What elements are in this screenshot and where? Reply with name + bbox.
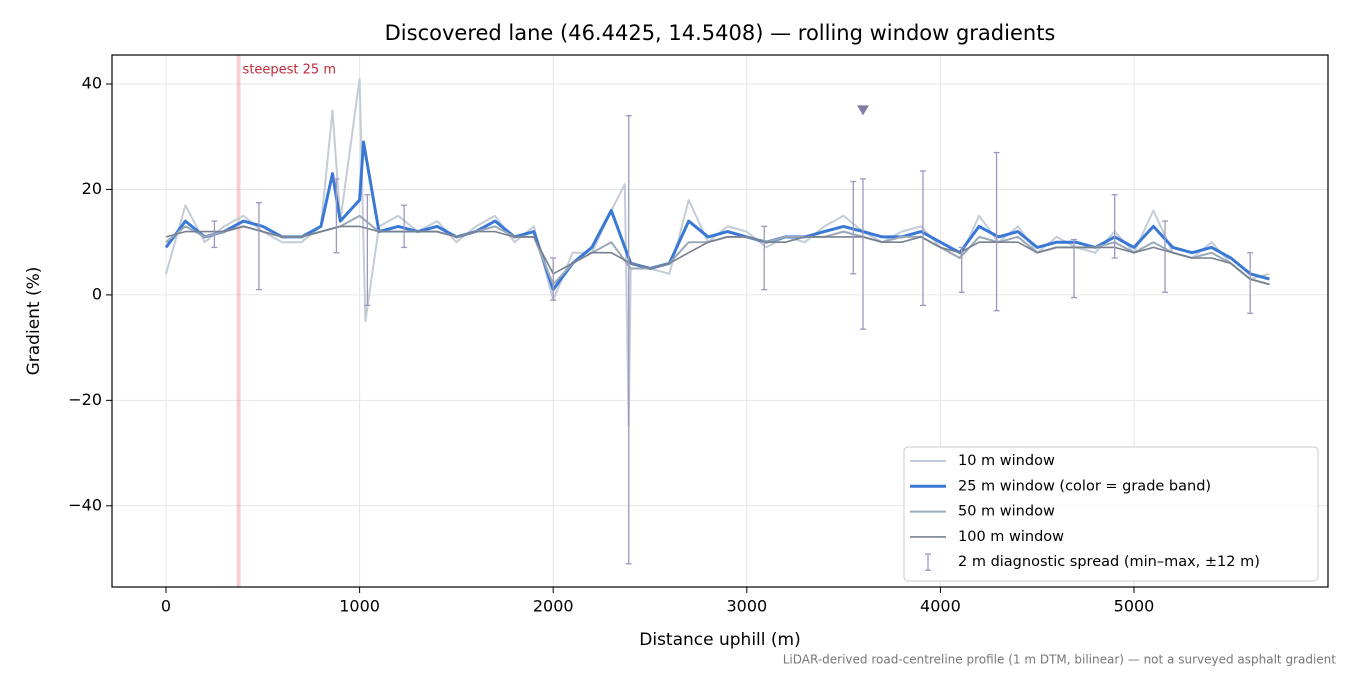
legend-label: 10 m window [958,453,1055,469]
error-bar [333,178,340,254]
y-tick-label: 40 [82,73,102,92]
error-bar [859,178,866,330]
error-bar [364,194,371,307]
y-tick-label: −40 [68,495,102,514]
y-tick-label: 0 [92,284,102,303]
legend-label: 100 m window [958,529,1064,545]
error-bar [1070,238,1077,299]
error-bar [625,114,632,565]
x-tick-label: 4000 [920,597,961,616]
legend-label: 2 m diagnostic spread (min–max, ±12 m) [958,554,1260,570]
error-bar [993,151,1000,312]
footnote: LiDAR-derived road-centreline profile (1… [783,653,1337,667]
series-line [165,77,1270,428]
x-tick-label: 3000 [726,597,767,616]
error-bar [401,204,408,249]
x-tick-label: 2000 [533,597,574,616]
error-bar [1247,252,1254,315]
x-tick-label: 1000 [339,597,380,616]
error-bar [761,225,768,291]
x-tick-label: 5000 [1114,597,1155,616]
peak-marker [856,105,869,116]
error-bar [211,220,218,249]
y-tick-label: 20 [82,179,102,198]
x-tick-label: 0 [161,597,171,616]
y-tick-label: −20 [68,390,102,409]
error-bar [1161,220,1168,293]
y-axis-label: Gradient (%) [24,267,44,376]
chart-title: Discovered lane (46.4425, 14.5408) — rol… [385,21,1056,45]
steepest-label: steepest 25 m [243,63,336,78]
plot-area [164,55,1270,587]
series-line [165,225,1270,286]
error-bar [550,257,557,301]
error-bar [919,170,926,307]
plot-frame [111,54,1329,588]
error-bar [958,246,965,293]
series-line [164,140,1270,292]
x-axis-label: Distance uphill (m) [639,630,800,650]
error-bar [850,180,857,275]
legend-label: 50 m window [958,504,1055,520]
error-bar [1111,194,1118,259]
steepest-band [236,55,241,587]
error-bar [255,201,262,291]
legend-label: 25 m window (color = grade band) [958,478,1211,494]
legend-box [903,446,1319,582]
